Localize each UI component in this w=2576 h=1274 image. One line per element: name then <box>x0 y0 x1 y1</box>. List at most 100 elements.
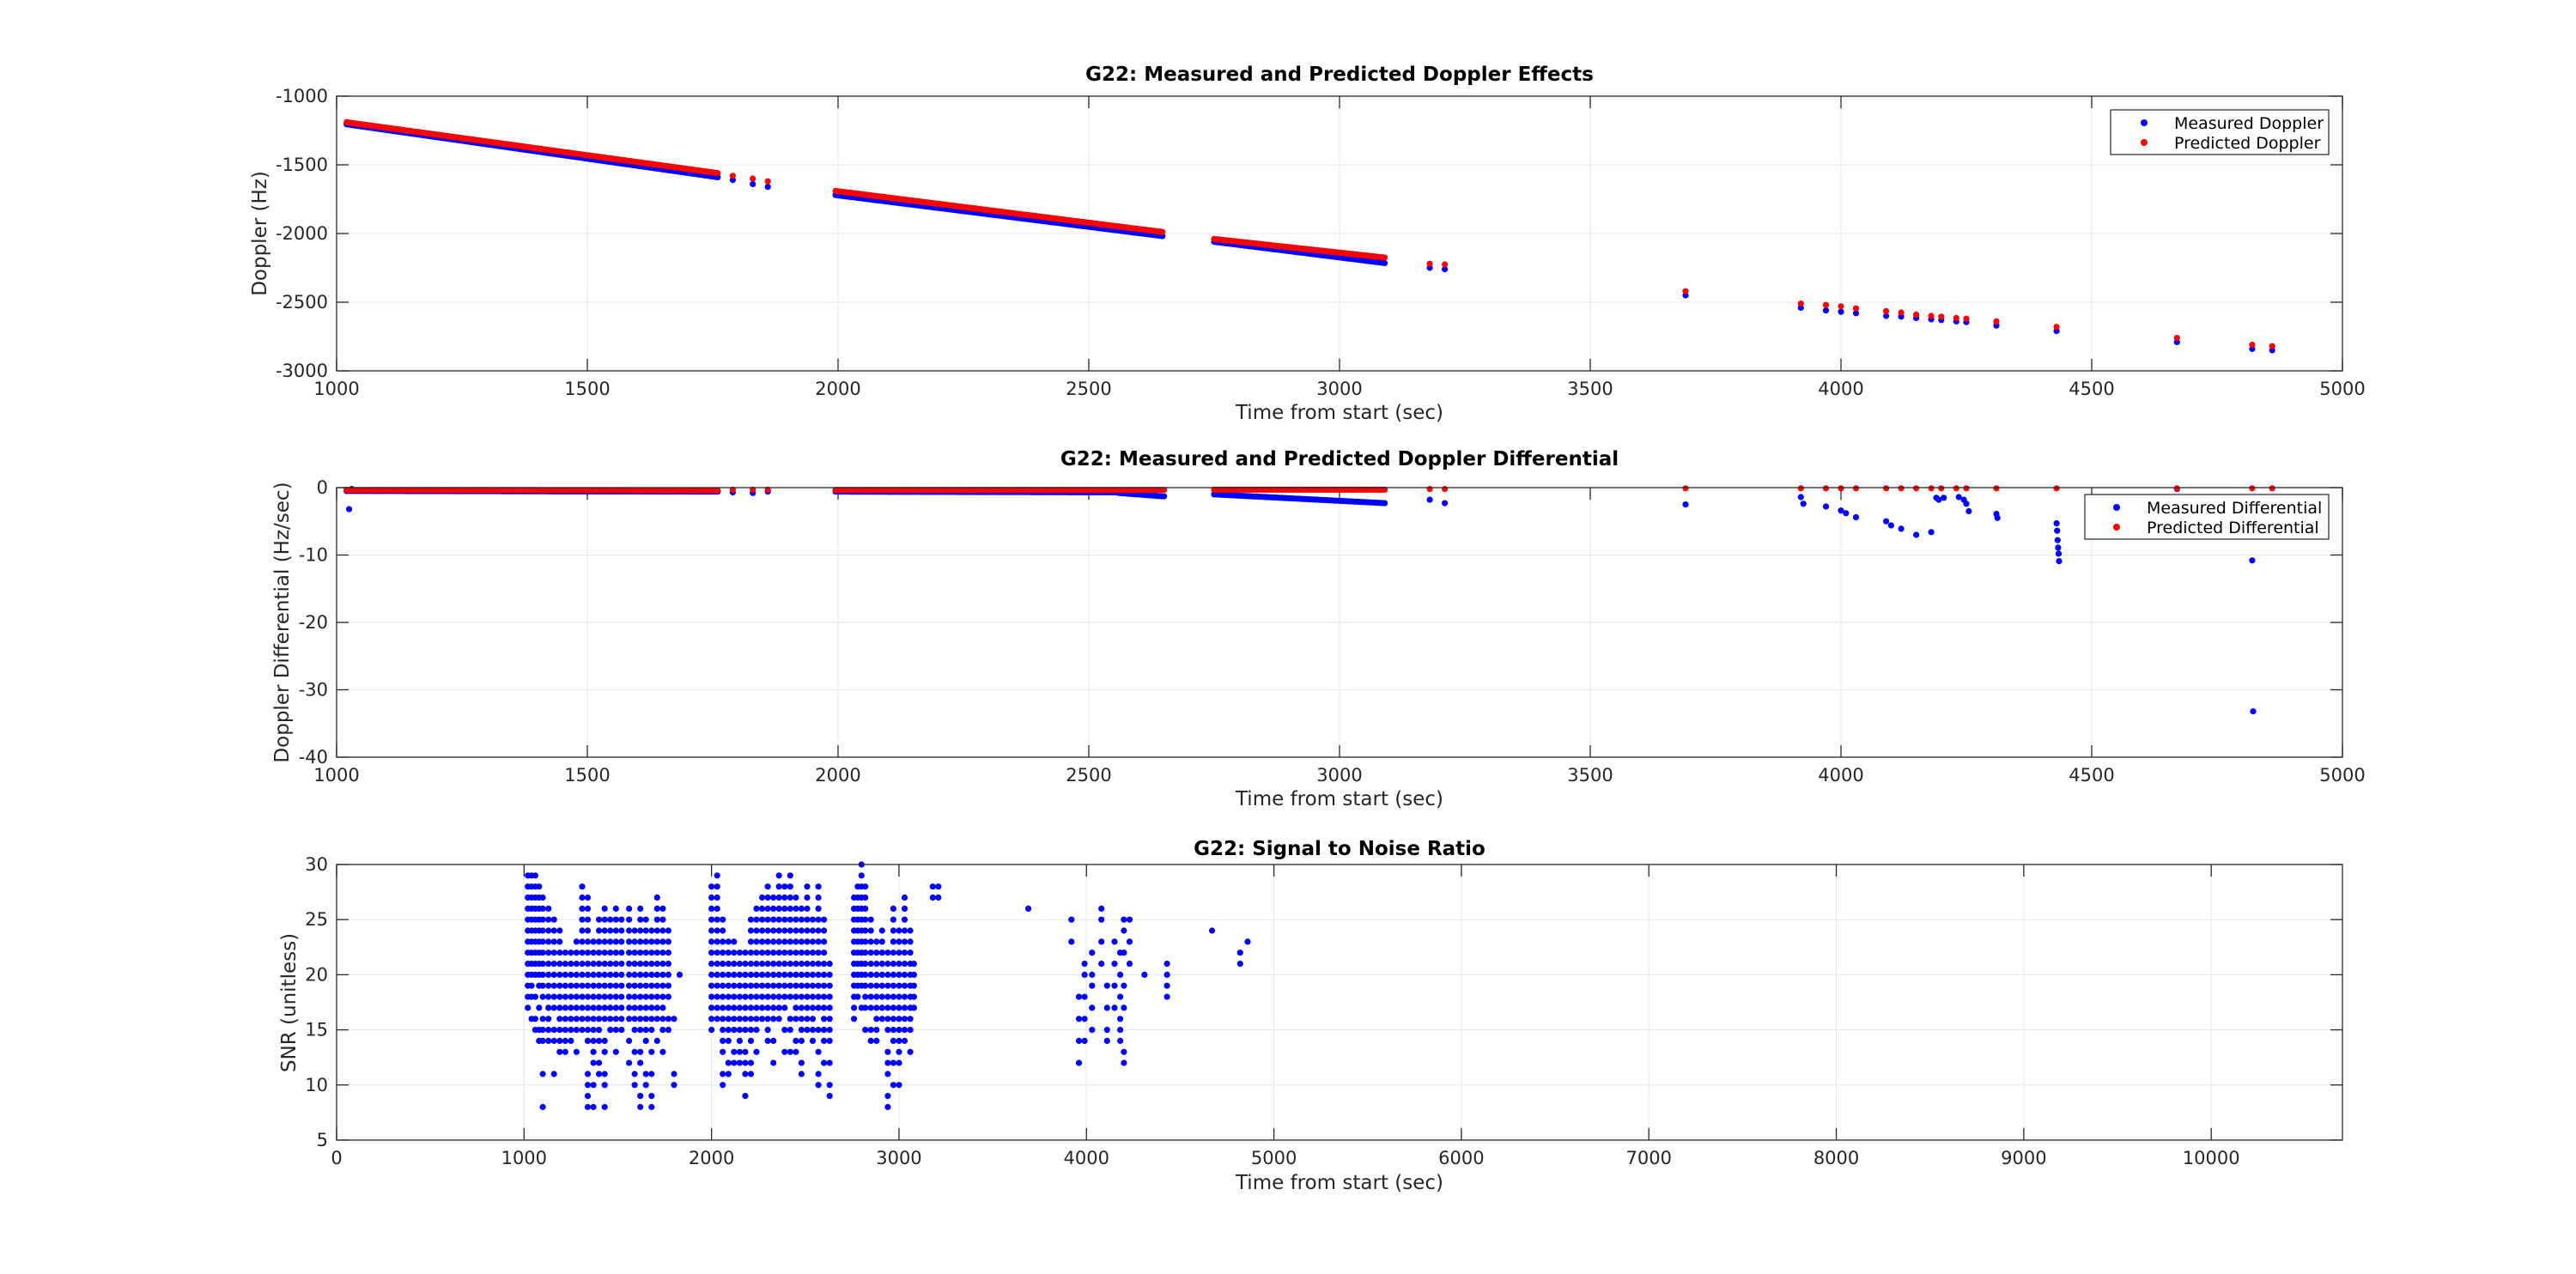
y-tick-label: -40 <box>299 747 328 767</box>
data-point <box>867 1004 874 1011</box>
data-point <box>631 949 638 956</box>
data-point <box>821 1004 828 1011</box>
data-point <box>545 1016 552 1022</box>
data-point <box>579 927 586 934</box>
data-point <box>731 1027 738 1034</box>
data-point <box>1822 301 1830 308</box>
data-point <box>573 949 580 956</box>
data-point <box>2053 324 2060 331</box>
data-point <box>601 1037 608 1044</box>
data-point <box>539 1037 546 1044</box>
data-point <box>708 993 715 1000</box>
data-point <box>815 993 822 1000</box>
data-point <box>714 170 721 177</box>
data-point <box>1081 961 1088 968</box>
data-point <box>637 1048 644 1055</box>
data-point <box>862 971 869 978</box>
data-point <box>798 938 805 945</box>
data-point <box>770 1037 777 1044</box>
data-point <box>867 938 874 945</box>
data-point <box>884 961 891 968</box>
data-point <box>648 1016 655 1022</box>
data-point <box>601 1103 608 1111</box>
chart-title: G22: Measured and Predicted Doppler Effe… <box>1085 64 1594 86</box>
data-point <box>1126 938 1133 945</box>
data-point <box>573 1027 580 1034</box>
data-point <box>642 949 649 956</box>
data-point <box>653 993 660 1000</box>
data-point <box>884 1093 891 1100</box>
data-point <box>528 982 535 989</box>
data-point <box>2055 550 2063 557</box>
legend[interactable]: Measured Doppler Predicted Doppler <box>2110 109 2330 155</box>
data-point <box>539 1016 546 1022</box>
data-point <box>631 993 638 1000</box>
x-tick-label: 9000 <box>2001 1148 2046 1168</box>
data-point <box>1994 514 2001 521</box>
data-point <box>1913 531 1920 538</box>
data-point <box>815 1082 822 1089</box>
data-point <box>1103 1004 1110 1011</box>
data-point <box>607 1027 614 1034</box>
data-point <box>550 949 557 956</box>
data-point <box>562 949 568 956</box>
data-point <box>653 894 660 901</box>
panel-doppler: G22: Measured and Predicted Doppler Effe… <box>249 64 2366 424</box>
data-point <box>826 961 833 968</box>
data-point <box>759 938 766 945</box>
data-point <box>764 894 771 901</box>
data-point <box>720 927 726 934</box>
y-tick-label: 20 <box>305 964 328 985</box>
data-point <box>346 506 353 513</box>
data-point <box>764 184 771 191</box>
x-tick-label: 4500 <box>2069 765 2114 786</box>
data-point <box>907 1048 914 1055</box>
data-point <box>550 982 557 989</box>
data-point <box>901 905 908 912</box>
data-point <box>584 927 592 934</box>
data-point <box>815 971 822 978</box>
data-point <box>556 1048 563 1055</box>
data-point <box>1089 1027 1096 1034</box>
data-point <box>648 927 655 934</box>
data-point <box>708 905 715 912</box>
data-point <box>631 927 638 934</box>
legend[interactable]: Measured Differential Predicted Differen… <box>2084 494 2330 540</box>
data-point <box>2056 558 2063 565</box>
data-point <box>854 993 861 1000</box>
data-point <box>1236 961 1243 968</box>
data-point <box>612 1048 619 1055</box>
data-point <box>618 993 625 1000</box>
data-point <box>901 1016 908 1022</box>
data-point <box>1963 485 1970 492</box>
data-point <box>2249 557 2256 564</box>
data-point <box>2053 520 2060 527</box>
data-point <box>884 1016 891 1022</box>
data-point <box>714 993 720 1000</box>
data-point <box>596 938 603 945</box>
data-point <box>1117 1037 1124 1044</box>
data-point <box>545 938 552 945</box>
data-point <box>867 982 874 989</box>
data-point <box>764 1037 771 1044</box>
data-point <box>539 905 546 912</box>
data-point <box>815 1071 822 1077</box>
data-point <box>929 883 936 890</box>
data-point <box>1928 529 1935 536</box>
data-point <box>642 1027 649 1034</box>
data-point <box>821 1059 828 1066</box>
data-point <box>1208 927 1216 934</box>
data-point <box>890 971 896 978</box>
data-point <box>665 993 672 1000</box>
data-point <box>862 927 869 934</box>
data-point <box>862 916 869 923</box>
data-point <box>878 961 885 968</box>
data-point <box>676 971 683 978</box>
data-point <box>787 1027 793 1034</box>
data-point <box>890 1059 896 1066</box>
x-axis-label: Time from start (sec) <box>1235 1172 1443 1194</box>
data-point <box>753 993 760 1000</box>
data-point <box>781 961 788 968</box>
data-point <box>770 961 777 968</box>
